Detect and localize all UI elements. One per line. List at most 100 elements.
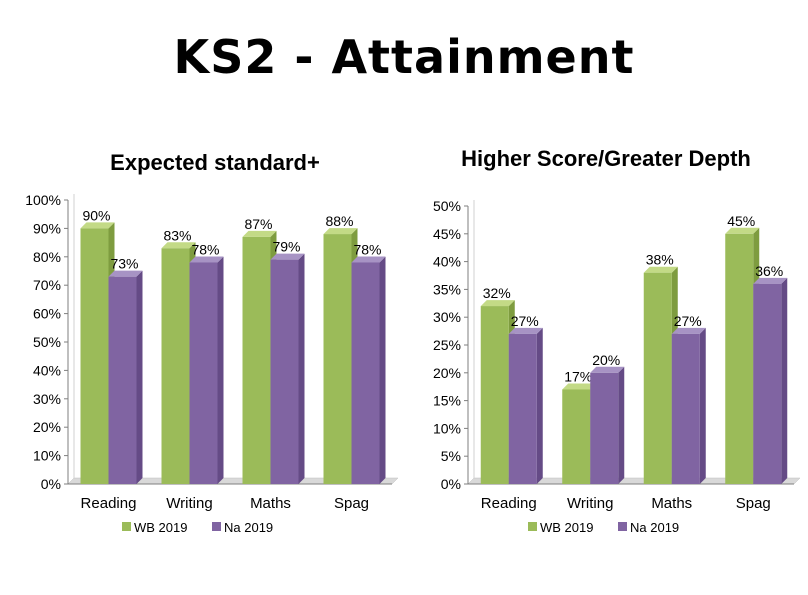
bar bbox=[671, 333, 700, 484]
data-label: 36% bbox=[755, 263, 783, 279]
data-label: 73% bbox=[110, 256, 138, 272]
bar bbox=[643, 272, 672, 484]
bar bbox=[270, 259, 299, 484]
y-tick-label: 30% bbox=[33, 391, 61, 407]
data-label: 79% bbox=[272, 239, 300, 255]
y-tick-label: 70% bbox=[33, 277, 61, 293]
bar-top bbox=[643, 266, 678, 273]
y-tick-label: 80% bbox=[33, 249, 61, 265]
bar-na-2019-writing bbox=[189, 256, 224, 484]
bar bbox=[480, 306, 509, 484]
y-tick-label: 100% bbox=[25, 192, 61, 208]
y-tick-label: 25% bbox=[433, 337, 461, 353]
bar-na-2019-maths bbox=[671, 327, 706, 484]
bar bbox=[508, 333, 537, 484]
bar bbox=[242, 236, 271, 484]
bar-na-2019-spag bbox=[753, 277, 788, 484]
bar bbox=[351, 262, 380, 484]
legend-swatch bbox=[212, 522, 221, 531]
bar-na-2019-reading bbox=[508, 327, 543, 484]
chart-title: Expected standard+ bbox=[110, 150, 320, 175]
bar bbox=[80, 228, 109, 484]
y-tick-label: 40% bbox=[433, 254, 461, 270]
bar-top bbox=[590, 366, 625, 373]
bar-top bbox=[671, 327, 706, 334]
y-tick-label: 50% bbox=[33, 334, 61, 350]
bar bbox=[108, 276, 137, 484]
data-label: 78% bbox=[191, 241, 219, 257]
y-tick-label: 30% bbox=[433, 309, 461, 325]
x-tick-label: Spag bbox=[334, 495, 369, 512]
bar-top bbox=[725, 227, 760, 234]
bar-top bbox=[323, 228, 358, 235]
bar-side bbox=[699, 327, 706, 484]
bar-top bbox=[270, 253, 305, 260]
y-tick-label: 5% bbox=[441, 448, 461, 464]
data-label: 17% bbox=[564, 368, 592, 384]
bar-side bbox=[298, 253, 305, 484]
bar bbox=[161, 248, 190, 484]
x-tick-label: Spag bbox=[736, 495, 771, 512]
x-tick-label: Maths bbox=[651, 495, 692, 512]
y-tick-label: 50% bbox=[433, 198, 461, 214]
bar-side bbox=[618, 366, 625, 484]
bar-na-2019-writing bbox=[590, 366, 625, 484]
y-tick-label: 45% bbox=[433, 226, 461, 242]
bar-top bbox=[108, 270, 143, 277]
bar-top bbox=[189, 256, 224, 263]
bar-top bbox=[80, 222, 115, 229]
bar-na-2019-reading bbox=[108, 270, 143, 484]
legend-swatch bbox=[528, 522, 537, 531]
legend-swatch bbox=[618, 522, 627, 531]
data-label: 20% bbox=[592, 352, 620, 368]
data-label: 32% bbox=[483, 285, 511, 301]
bar-side bbox=[536, 327, 543, 484]
y-tick-label: 0% bbox=[41, 476, 61, 492]
x-tick-label: Reading bbox=[81, 495, 137, 512]
legend-label: WB 2019 bbox=[134, 520, 187, 535]
x-tick-label: Writing bbox=[166, 495, 212, 512]
legend-label: Na 2019 bbox=[224, 520, 273, 535]
bar-top bbox=[242, 230, 277, 237]
y-tick-label: 10% bbox=[433, 420, 461, 436]
bar-side bbox=[379, 256, 386, 484]
y-tick-label: 35% bbox=[433, 281, 461, 297]
y-tick-label: 20% bbox=[33, 419, 61, 435]
data-label: 87% bbox=[244, 216, 272, 232]
x-tick-label: Reading bbox=[481, 495, 537, 512]
bar-top bbox=[562, 383, 597, 390]
bar bbox=[753, 283, 782, 484]
bar bbox=[562, 389, 591, 484]
bar bbox=[323, 234, 352, 484]
bar bbox=[725, 233, 754, 484]
y-tick-label: 10% bbox=[33, 448, 61, 464]
expected-standard-chart: Expected standard+ 0% 10% 20% 30% 40% 50% 60% 70… bbox=[25, 150, 399, 535]
bar-side bbox=[781, 277, 788, 484]
x-tick-label: Writing bbox=[567, 495, 613, 512]
bar-top bbox=[351, 256, 386, 263]
slide-title: KS2 - Attainment bbox=[173, 30, 635, 84]
legend-label: Na 2019 bbox=[630, 520, 679, 535]
chart-title: Higher Score/Greater Depth bbox=[461, 146, 751, 171]
bar bbox=[590, 372, 619, 484]
data-label: 38% bbox=[646, 252, 674, 268]
data-label: 45% bbox=[727, 213, 755, 229]
data-label: 27% bbox=[674, 313, 702, 329]
y-tick-label: 20% bbox=[433, 365, 461, 381]
y-tick-label: 60% bbox=[33, 306, 61, 322]
bar bbox=[189, 262, 218, 484]
bar-na-2019-spag bbox=[351, 256, 386, 484]
bar-side bbox=[217, 256, 224, 484]
data-label: 78% bbox=[353, 241, 381, 257]
data-label: 90% bbox=[82, 207, 110, 223]
y-tick-label: 40% bbox=[33, 362, 61, 378]
bar-top bbox=[161, 242, 196, 249]
bar-top bbox=[508, 327, 543, 334]
x-tick-label: Maths bbox=[250, 495, 291, 512]
data-label: 83% bbox=[163, 227, 191, 243]
higher-score-chart: Higher Score/Greater Depth 0% 5% 10% 15% 20% 2… bbox=[433, 146, 801, 535]
bar-top bbox=[480, 300, 515, 307]
bar-na-2019-maths bbox=[270, 253, 305, 484]
data-label: 88% bbox=[325, 213, 353, 229]
y-tick-label: 0% bbox=[441, 476, 461, 492]
